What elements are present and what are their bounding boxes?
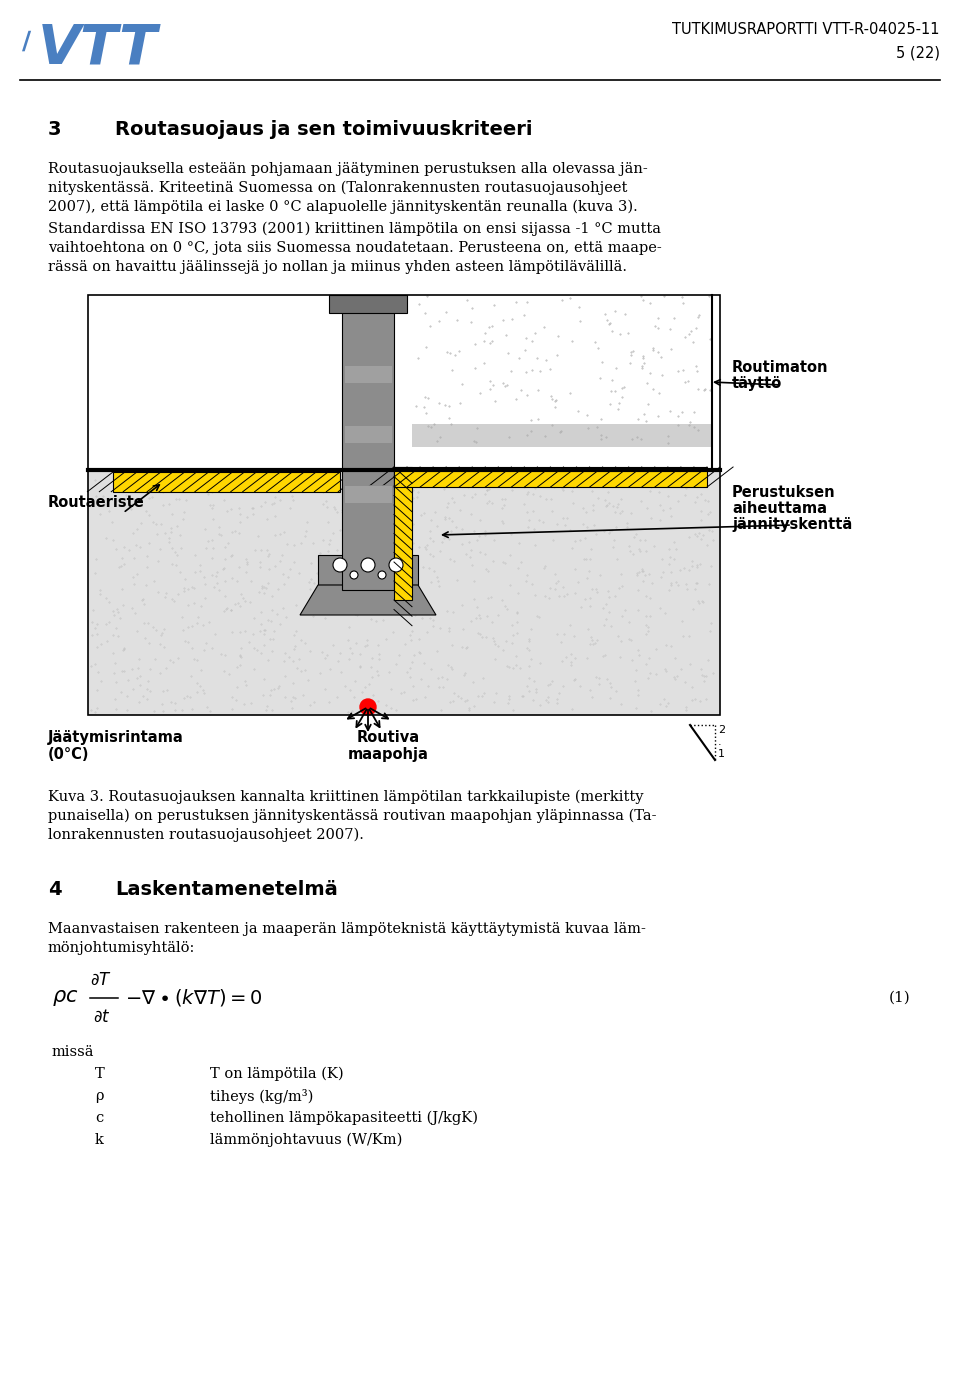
Text: jännityskenttä: jännityskenttä [732,517,852,532]
Bar [344,424,392,443]
Circle shape [378,571,386,579]
Text: TUTKIMUSRAPORTTI VTT-R-04025-11: TUTKIMUSRAPORTTI VTT-R-04025-11 [673,22,940,38]
Text: maapohja: maapohja [348,747,428,762]
Bar [88,295,720,715]
Text: tiheys (kg/m³): tiheys (kg/m³) [210,1089,313,1104]
Text: (1): (1) [889,991,911,1005]
Polygon shape [300,585,436,616]
Bar [342,310,394,591]
Text: $\partial t$: $\partial t$ [93,1009,110,1026]
Text: c: c [95,1111,104,1125]
Text: Routaeriste: Routaeriste [48,496,145,510]
Text: Routiva: Routiva [356,730,420,745]
Text: Standardissa EN ISO 13793 (2001) kriittinen lämpötila on ensi sijassa -1 °C mutt: Standardissa EN ISO 13793 (2001) kriitti… [48,222,661,236]
Text: Jäätymisrintama: Jäätymisrintama [48,730,183,745]
Text: Maanvastaisen rakenteen ja maaperän lämpöteknistä käyttäytymistä kuvaa läm-: Maanvastaisen rakenteen ja maaperän lämp… [48,921,646,935]
Text: tehollinen lämpökapasiteetti (J/kgK): tehollinen lämpökapasiteetti (J/kgK) [210,1111,478,1125]
Text: aiheuttama: aiheuttama [732,501,827,517]
Text: (0°C): (0°C) [48,747,89,762]
Bar [318,556,418,585]
Text: 3: 3 [48,120,61,140]
Bar [394,468,412,600]
Text: rässä on havaittu jäälinssejä jo nollan ja miinus yhden asteen lämpötilävälillä.: rässä on havaittu jäälinssejä jo nollan … [48,260,627,274]
Bar [344,364,392,383]
Circle shape [333,558,347,572]
Text: mönjohtumisyhtälö:: mönjohtumisyhtälö: [48,941,196,955]
Bar [344,484,392,503]
Text: Routimaton: Routimaton [732,360,828,376]
Text: lämmönjohtavuus (W/Km): lämmönjohtavuus (W/Km) [210,1134,402,1148]
Text: 5 (22): 5 (22) [896,45,940,60]
Text: 4: 4 [48,879,61,899]
Bar [329,295,407,313]
Text: ∕: ∕ [22,29,31,54]
Text: $\partial T$: $\partial T$ [90,972,111,988]
Circle shape [350,571,358,579]
Text: punaisella) on perustuksen jännityskentässä routivan maapohjan yläpinnassa (Ta-: punaisella) on perustuksen jännityskentä… [48,810,657,824]
Text: Routasuojauksella esteään pohjamaan jäätyminen perustuksen alla olevassa jän-: Routasuojauksella esteään pohjamaan jäät… [48,162,648,176]
Bar [113,472,340,491]
Text: 2
.
1: 2 . 1 [718,726,725,758]
Text: T on lämpötila (K): T on lämpötila (K) [210,1067,344,1082]
Bar [88,295,720,470]
Text: $\rho c$: $\rho c$ [52,988,79,1008]
Bar [88,470,720,715]
Text: vaihtoehtona on 0 °C, jota siis Suomessa noudatetaan. Perusteena on, että maape-: vaihtoehtona on 0 °C, jota siis Suomessa… [48,242,661,255]
Bar [394,468,707,487]
Text: missä: missä [52,1046,94,1060]
Text: täyttö: täyttö [732,376,782,391]
Text: T: T [95,1067,105,1081]
Circle shape [389,558,403,572]
Bar [412,424,712,447]
Text: nityskentässä. Kriteetinä Suomessa on (Talonrakennusten routasuojausohjeet: nityskentässä. Kriteetinä Suomessa on (T… [48,181,628,195]
Text: lonrakennusten routasuojausohjeet 2007).: lonrakennusten routasuojausohjeet 2007). [48,828,364,842]
Text: Perustuksen: Perustuksen [732,484,835,500]
Circle shape [360,699,376,715]
Text: VTT: VTT [38,22,158,75]
Text: Routasuojaus ja sen toimivuuskriteeri: Routasuojaus ja sen toimivuuskriteeri [115,120,533,140]
Text: Kuva 3. Routasuojauksen kannalta kriittinen lämpötilan tarkkailupiste (merkitty: Kuva 3. Routasuojauksen kannalta kriitti… [48,790,643,804]
Text: $-\nabla\bullet(k\nabla T)=0$: $-\nabla\bullet(k\nabla T)=0$ [125,987,262,1008]
Text: ρ: ρ [95,1089,104,1103]
Text: Laskentamenetelmä: Laskentamenetelmä [115,879,338,899]
Text: k: k [95,1134,104,1148]
Circle shape [361,558,375,572]
Text: 2007), että lämpötila ei laske 0 °C alapuolelle jännityskentän reunalla (kuva 3): 2007), että lämpötila ei laske 0 °C alap… [48,200,637,215]
